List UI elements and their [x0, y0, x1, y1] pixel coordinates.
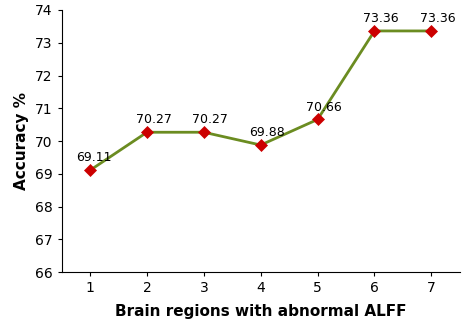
X-axis label: Brain regions with abnormal ALFF: Brain regions with abnormal ALFF: [115, 303, 406, 319]
Text: 70.27: 70.27: [136, 113, 172, 126]
Text: 73.36: 73.36: [363, 12, 399, 25]
Text: 69.88: 69.88: [249, 126, 285, 139]
Text: 69.11: 69.11: [76, 151, 111, 164]
Text: 70.66: 70.66: [306, 101, 342, 114]
Text: 73.36: 73.36: [420, 12, 456, 25]
Y-axis label: Accuracy %: Accuracy %: [14, 92, 29, 190]
Text: 70.27: 70.27: [192, 113, 228, 126]
